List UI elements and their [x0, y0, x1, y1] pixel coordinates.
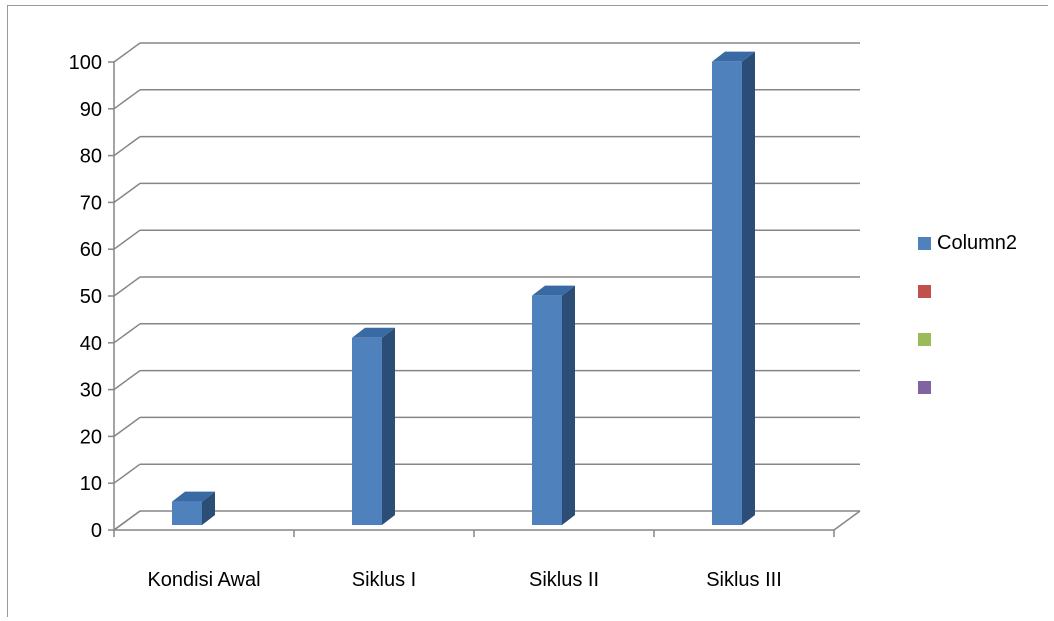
- y-tick-label-0: 0: [91, 520, 102, 542]
- y-tick-label-10: 10: [80, 473, 102, 495]
- bar-side-3: [562, 285, 575, 525]
- gridline-side-60: [113, 229, 141, 250]
- bar-side-1: [202, 491, 215, 525]
- bar-3: [532, 285, 575, 525]
- bar-1: [172, 491, 215, 525]
- y-tick-labels: 0 10 20 30 40 50 60 70 80 90 100: [69, 52, 102, 542]
- legend-swatch-2: [918, 285, 931, 298]
- y-tick-label-80: 80: [80, 146, 102, 168]
- gridline-side-80: [113, 135, 141, 157]
- gridline-side-70: [113, 182, 141, 204]
- y-tick-label-40: 40: [80, 333, 102, 355]
- bar-top-1: [172, 491, 215, 502]
- y-tick-label-60: 60: [80, 239, 102, 261]
- bars: [172, 51, 755, 526]
- category-labels: Kondisi Awal Siklus I Siklus II Siklus III: [147, 569, 781, 591]
- gridline-side-40: [113, 323, 141, 344]
- bar-front-3: [532, 295, 562, 525]
- axes: [108, 61, 835, 537]
- y-tick-label-50: 50: [80, 286, 102, 308]
- floor-right-edge: [833, 510, 861, 531]
- y-tick-label-20: 20: [80, 426, 102, 448]
- x-tick-label-4: Siklus III: [706, 569, 782, 591]
- chart-frame: [7, 5, 1048, 617]
- bar-4: [712, 51, 755, 526]
- legend-label-1: Column2: [937, 232, 1018, 254]
- legend-swatch-4: [918, 381, 931, 394]
- bar-front-1: [172, 501, 202, 525]
- legend-swatch-1: [918, 237, 931, 250]
- gridline-side-30: [113, 369, 141, 391]
- x-tick-label-3: Siklus II: [529, 569, 599, 591]
- y-tick-label-30: 30: [80, 380, 102, 402]
- bar-top-4: [712, 51, 755, 62]
- bar-2: [352, 327, 395, 525]
- bar-side-4: [742, 51, 755, 526]
- x-tick-label-1: Kondisi Awal: [147, 569, 260, 591]
- legend-swatch-3: [918, 333, 931, 346]
- gridline-side-100: [113, 42, 141, 63]
- gridline-side-90: [113, 89, 141, 110]
- y-tick-label-100: 100: [69, 52, 102, 74]
- bar-top-2: [352, 327, 395, 338]
- x-tick-label-2: Siklus I: [352, 569, 416, 591]
- y-tick-label-90: 90: [80, 99, 102, 121]
- bar-side-2: [382, 327, 395, 525]
- gridline-side-0: [113, 510, 141, 531]
- bar-front-2: [352, 337, 382, 525]
- gridline-side-20: [113, 416, 141, 438]
- bar-front-4: [712, 61, 742, 526]
- gridline-side-10: [113, 463, 141, 484]
- y-tick-label-70: 70: [80, 192, 102, 214]
- gridline-side-50: [113, 276, 141, 297]
- bar-top-3: [532, 285, 575, 296]
